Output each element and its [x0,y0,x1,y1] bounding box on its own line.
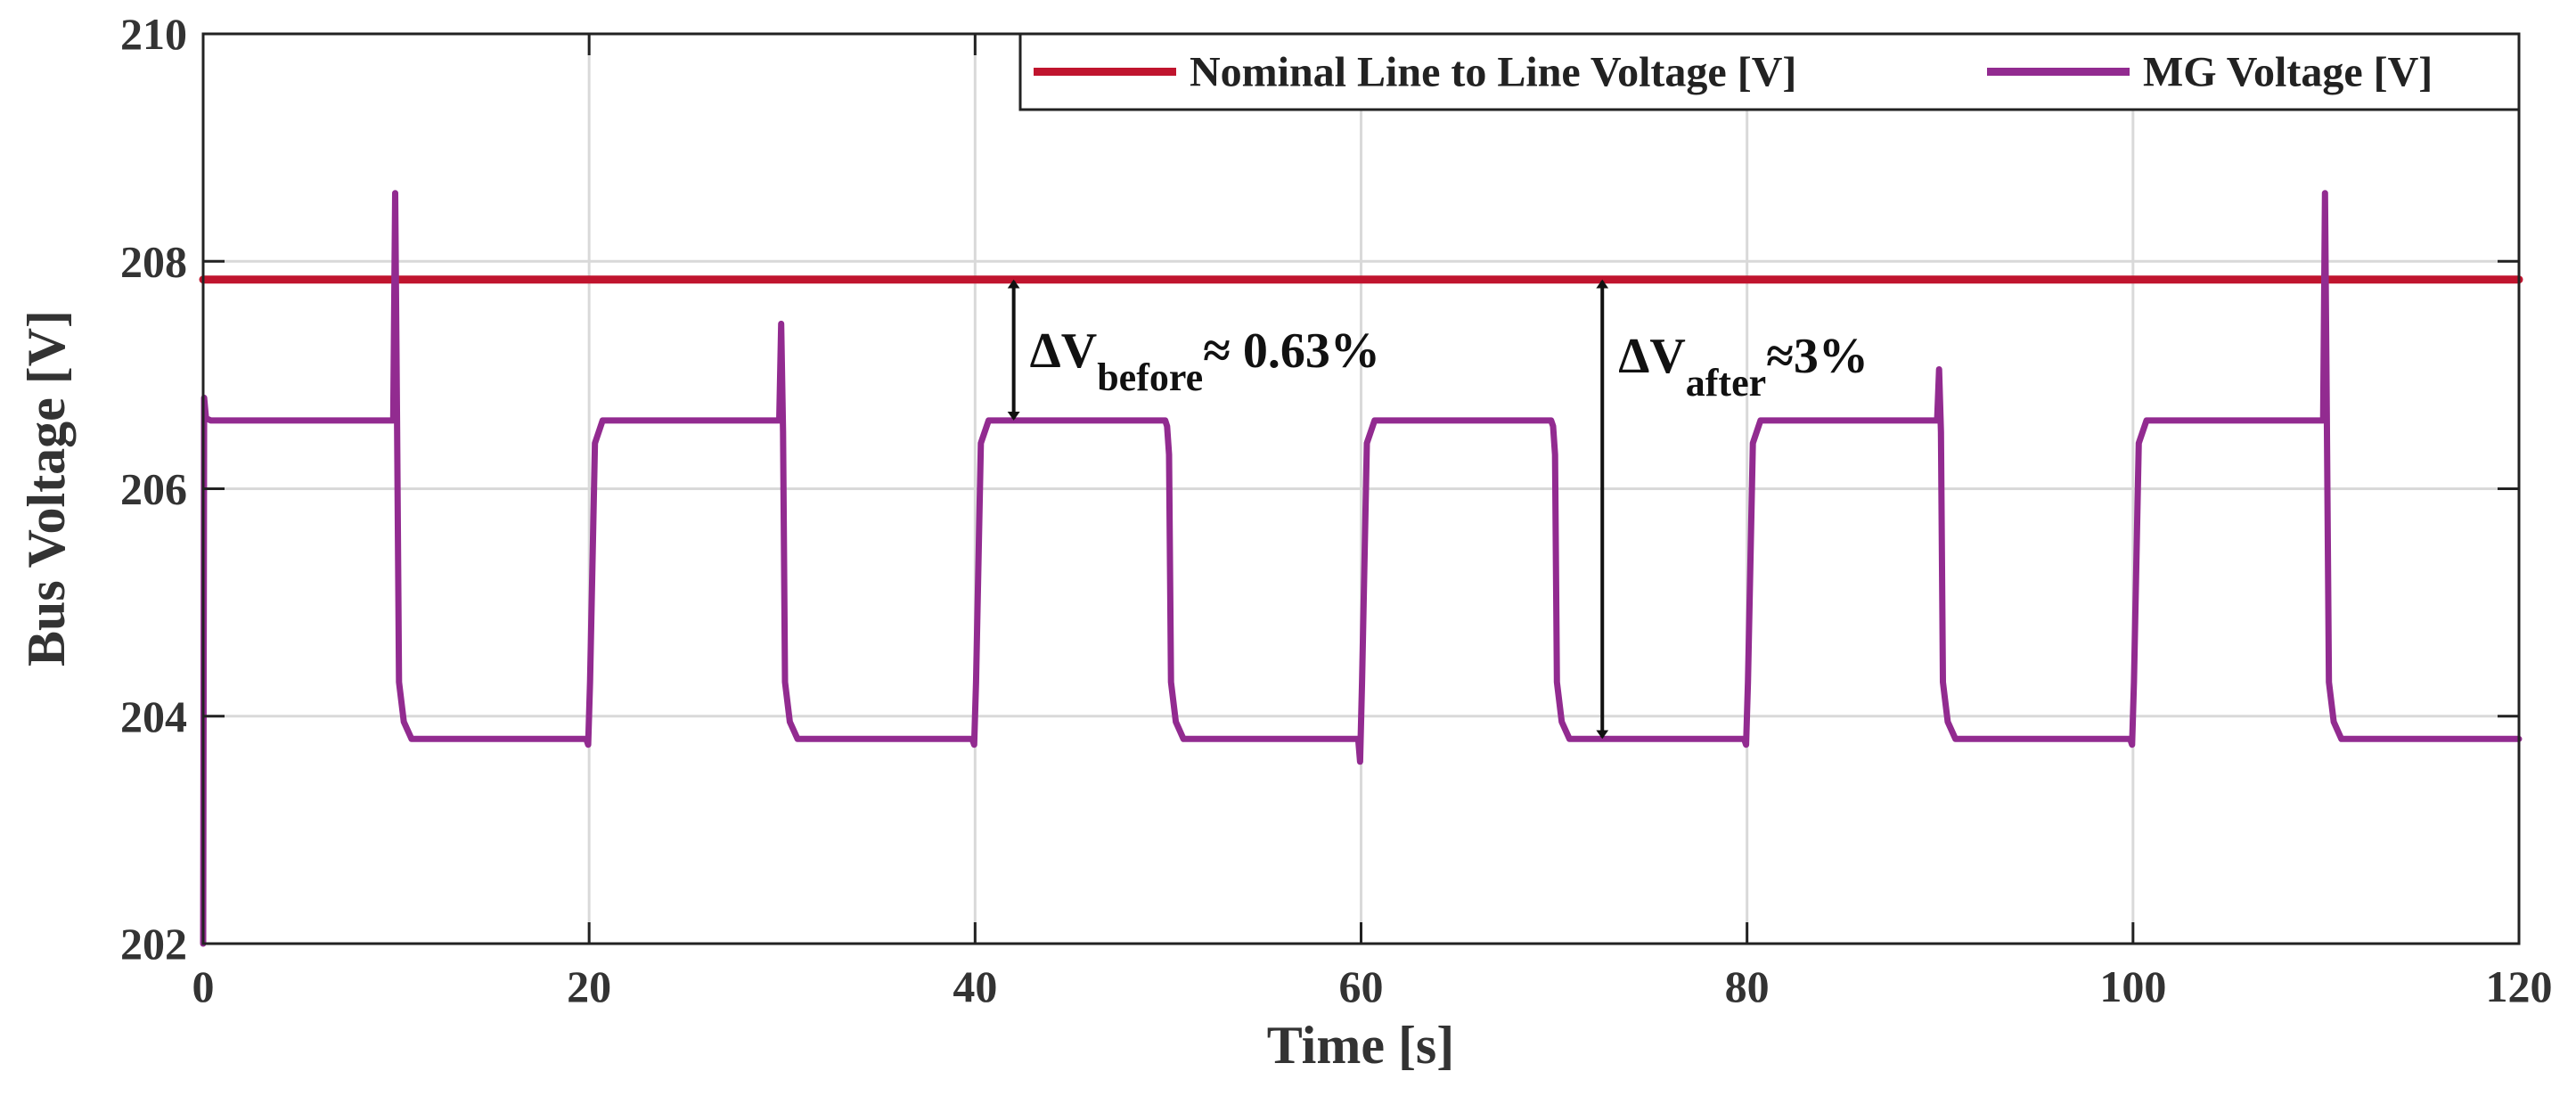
y-tick-label: 210 [120,9,187,59]
x-tick-label: 60 [1339,961,1384,1011]
mg-voltage-line [200,190,2523,947]
y-tick-label: 208 [120,236,187,286]
legend-entry: MG Voltage [V] [2143,49,2433,96]
x-tick-label: 0 [192,961,215,1011]
annotation-value: ≈3% [1766,329,1869,384]
x-tick-label: 120 [2486,961,2553,1011]
delta-v-after-label: ΔVafter≈3% [1618,329,1869,405]
legend-box [1018,32,2521,111]
legend-entry: Nominal Line to Line Voltage [V] [1190,49,1796,96]
x-tick-label: 100 [2099,961,2166,1011]
x-tick-label: 40 [953,961,997,1011]
y-axis-title: Bus Voltage [V] [17,310,76,667]
annotation-value: ≈ 0.63% [1203,323,1380,379]
series-layer [199,190,2523,947]
x-tick-label: 20 [567,961,611,1011]
annotation-delta: ΔV [1618,329,1686,384]
axis-ticks: 0 20 40 60 80 100 120 202 204 206 208 210 [120,9,2553,1011]
annotations: ΔVbefore≈ 0.63% ΔVafter≈3% [1007,279,1869,740]
x-tick-label: 80 [1725,961,1770,1011]
y-tick-label: 204 [120,691,187,741]
annotation-subscript: before [1097,356,1203,399]
legend: Nominal Line to Line Voltage [V] MG Volta… [1018,32,2521,111]
annotation-delta: ΔV [1030,323,1098,379]
y-tick-label: 206 [120,464,187,514]
delta-v-before-label: ΔVbefore≈ 0.63% [1030,323,1380,399]
annotation-subscript: after [1686,361,1766,405]
x-axis-title: Time [s] [1267,1016,1455,1075]
y-tick-label: 202 [120,919,187,969]
